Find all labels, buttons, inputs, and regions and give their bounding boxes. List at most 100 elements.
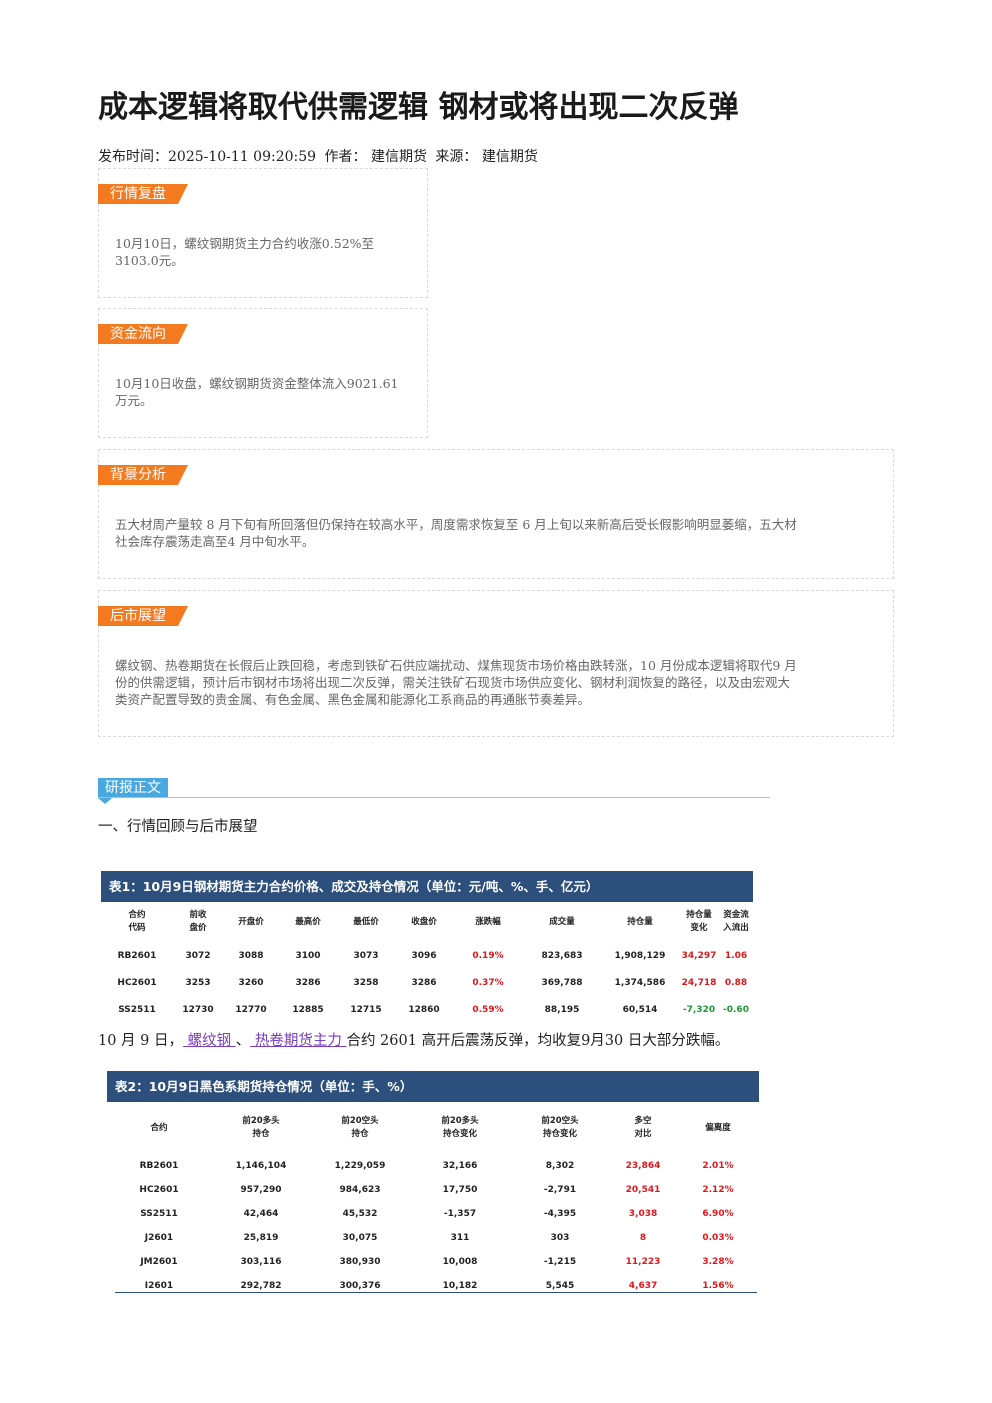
table1-title: 表1：10月9日钢材期货主力合约价格、成交及持仓情况（单位：元/吨、%、手、亿元… <box>101 871 753 902</box>
table2-cell: 1,229,059 <box>334 1161 386 1171</box>
table2-cell: 11,223 <box>625 1257 661 1267</box>
table2-cell: 303,116 <box>240 1257 282 1267</box>
table1-header-cell: 涨跌幅 <box>453 902 523 942</box>
table1-header-cell: 成交量 <box>523 902 601 942</box>
table2-cell: 1.56% <box>702 1281 734 1291</box>
table2-cell: 5,545 <box>545 1281 575 1291</box>
section-heading: 一、行情回顾与后市展望 <box>98 819 258 835</box>
table2-cell: 3,038 <box>628 1209 658 1219</box>
background-tag: 背景分析 <box>98 465 188 485</box>
table2-cell: 8,302 <box>545 1161 575 1171</box>
table-row: SS2511 12730 12770 12885 12715 12860 0.59% 88,1… <box>101 996 753 1023</box>
background-text: 五大材周产量较 8 月下旬有所回落但仍保持在较高水平，周度需求恢复至 6 月上旬… <box>115 517 797 549</box>
table2-header-cell: 前20空头 持仓变化 <box>511 1102 609 1154</box>
table1-header-cell: 合约 代码 <box>101 902 173 942</box>
table1-cell: 12730 <box>182 1004 214 1015</box>
table2-cell: 25,819 <box>243 1233 279 1243</box>
table1-cell: 12770 <box>235 1004 267 1015</box>
table2-cell: 20,541 <box>625 1185 661 1195</box>
table1-cell: RB2601 <box>117 950 157 961</box>
table2-header-text: 持仓 <box>351 1129 369 1139</box>
table1: 表1：10月9日钢材期货主力合约价格、成交及持仓情况（单位：元/吨、%、手、亿元… <box>101 871 753 1023</box>
table2-header-text: 前20空头 <box>541 1116 579 1126</box>
table2-grid: 合约 前20多头 持仓 前20空头 持仓 前20多头 持仓变化 前20空头 持仓变化 多空 对比 偏离… <box>107 1102 759 1298</box>
market-review-box: 行情复盘 10月10日，螺纹钢期货主力合约收涨0.52%至 3103.0元。 <box>98 168 428 298</box>
table1-cell: -0.60 <box>723 1004 749 1015</box>
table2-cell: 10,008 <box>442 1257 478 1267</box>
author: 作者： 建信期货 <box>324 149 427 165</box>
table1-cell: 3072 <box>185 950 211 961</box>
table1-cell: 12885 <box>292 1004 324 1015</box>
table2-cell: 10,182 <box>442 1281 478 1291</box>
table2-cell: -2,791 <box>543 1185 577 1195</box>
table2-cell: 8 <box>639 1233 647 1243</box>
table2-cell: 1,146,104 <box>235 1161 287 1171</box>
table2-cell: RB2601 <box>139 1161 179 1171</box>
paragraph-1: 10 月 9 日， 螺纹钢 、 热卷期货主力 合约 2601 高开后震荡反弹，均… <box>98 1033 730 1049</box>
article-title: 成本逻辑将取代供需逻辑 钢材或将出现二次反弹 <box>98 90 739 125</box>
report-divider <box>98 797 770 798</box>
table1-cell: 0.88 <box>724 977 748 988</box>
table1-cell: 1.06 <box>724 950 748 961</box>
table1-header-cell: 最高价 <box>279 902 337 942</box>
table1-cell: 88,195 <box>544 1004 580 1015</box>
report-body-tag: 研报正文 <box>98 778 168 798</box>
table1-cell: 0.19% <box>472 950 504 961</box>
table1-cell: 3253 <box>185 977 211 988</box>
table1-header-cell: 前收 盘价 <box>173 902 223 942</box>
table1-cell: 823,683 <box>541 950 583 961</box>
link-rebar[interactable]: 螺纹钢 <box>183 1033 236 1049</box>
table2-header-cell: 偏离度 <box>677 1102 759 1154</box>
table2-header-cell: 前20空头 持仓 <box>311 1102 409 1154</box>
table-row: J2601 25,819 30,075 311 303 8 0.03% <box>107 1226 759 1250</box>
table2-header-text: 多空 <box>634 1116 652 1126</box>
table1-header-text: 盘价 <box>189 923 207 933</box>
table2: 表2：10月9日黑色系期货持仓情况（单位：手、%） 合约 前20多头 持仓 前20空头… <box>107 1071 759 1298</box>
table1-header-text: 最低价 <box>353 916 379 927</box>
table2-cell: 3.28% <box>702 1257 734 1267</box>
table2-cell: JM2601 <box>140 1257 178 1267</box>
table2-cell: 4,637 <box>628 1281 658 1291</box>
table2-header-text: 持仓变化 <box>442 1129 477 1139</box>
table1-cell: 3073 <box>353 950 379 961</box>
table1-cell: 369,788 <box>541 977 583 988</box>
table2-bottom-rule <box>115 1292 757 1293</box>
table-row: RB2601 1,146,104 1,229,059 32,166 8,302 23,86… <box>107 1154 759 1178</box>
table2-cell: 30,075 <box>342 1233 378 1243</box>
table1-cell: 3096 <box>411 950 437 961</box>
market-review-text: 10月10日，螺纹钢期货主力合约收涨0.52%至 3103.0元。 <box>115 236 375 268</box>
table2-cell: 311 <box>450 1233 470 1243</box>
table2-header-text: 持仓 <box>252 1129 270 1139</box>
fund-flow-tag: 资金流向 <box>98 324 188 344</box>
table1-header-text: 涨跌幅 <box>475 916 501 927</box>
table2-cell: 2.01% <box>702 1161 734 1171</box>
table1-header-cell: 开盘价 <box>223 902 279 942</box>
table1-cell: 1,908,129 <box>614 950 666 961</box>
table2-cell: HC2601 <box>139 1185 179 1195</box>
table2-cell: 303 <box>550 1233 570 1243</box>
table1-cell: 3286 <box>411 977 437 988</box>
background-box: 背景分析 五大材周产量较 8 月下旬有所回落但仍保持在较高水平，周度需求恢复至 … <box>98 449 894 579</box>
table2-cell: 300,376 <box>339 1281 381 1291</box>
table-row: HC2601 957,290 984,623 17,750 -2,791 20,541 2.… <box>107 1178 759 1202</box>
table2-cell: SS2511 <box>140 1209 178 1219</box>
table1-cell: 1,374,586 <box>614 977 666 988</box>
table2-header-cell: 合约 <box>107 1102 211 1154</box>
publish-time: 发布时间：2025-10-11 09:20:59 <box>98 149 317 165</box>
table2-cell: -1,215 <box>543 1257 577 1267</box>
source: 来源： 建信期货 <box>435 149 538 165</box>
table2-header-text: 前20多头 <box>441 1116 479 1126</box>
market-review-tag: 行情复盘 <box>98 184 188 204</box>
link-hot-coil-main[interactable]: 热卷期货主力 <box>250 1033 347 1049</box>
table1-header-text: 资金流 <box>723 910 749 920</box>
table1-cell: 3258 <box>353 977 379 988</box>
table1-cell: SS2511 <box>118 1004 156 1015</box>
table1-header-text: 开盘价 <box>238 916 264 927</box>
table2-header-text: 前20多头 <box>242 1116 280 1126</box>
table2-cell: -1,357 <box>443 1209 477 1219</box>
table1-header-text: 前收 <box>189 910 207 920</box>
table1-header-text: 代码 <box>128 923 146 933</box>
table1-cell: 0.59% <box>472 1004 504 1015</box>
table1-header-text: 持仓量 <box>627 916 653 927</box>
table1-header-cell: 资金流 入流出 <box>719 902 753 942</box>
